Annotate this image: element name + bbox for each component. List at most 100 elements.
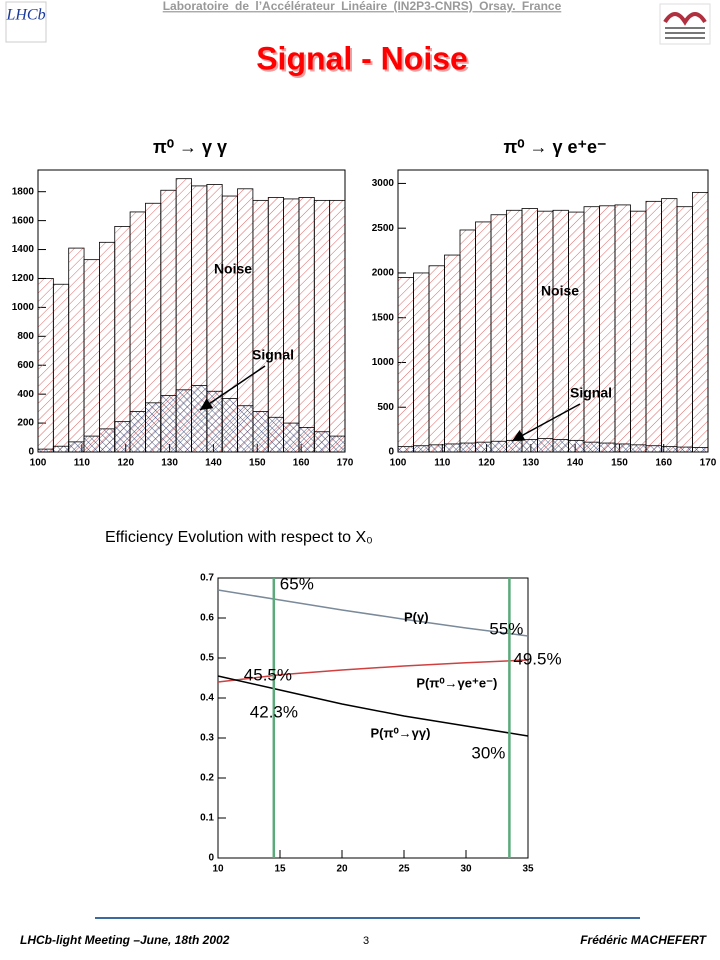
chart-title: Efficiency Evolution with respect to X₀ <box>105 529 373 546</box>
x-tick-label: 150 <box>611 458 628 469</box>
histogram-bar <box>552 209 569 453</box>
x-tick-label: 35 <box>522 864 534 875</box>
histogram-bar <box>599 442 616 453</box>
histogram-bar <box>645 445 662 453</box>
histogram-bar <box>537 210 554 453</box>
histogram-bar <box>583 441 600 453</box>
histogram-bar <box>175 389 192 453</box>
x-tick-label: 160 <box>655 458 672 469</box>
histogram-bar <box>99 241 116 453</box>
histogram-bar <box>630 210 647 453</box>
value-label: 55% <box>489 619 523 638</box>
histogram-bar <box>506 209 523 453</box>
x-tick-label: 160 <box>293 458 310 469</box>
y-tick-label: 0.3 <box>200 733 214 744</box>
histogram-bar <box>283 422 300 453</box>
histogram-bar <box>83 435 100 453</box>
y-tick-label: 600 <box>17 360 34 371</box>
x-tick-label: 130 <box>161 458 178 469</box>
histogram-bar <box>313 431 331 453</box>
y-tick-label: 800 <box>17 331 34 342</box>
value-label: 30% <box>471 743 505 762</box>
histogram-bar <box>68 441 85 453</box>
y-tick-label: 0.1 <box>200 813 214 824</box>
histogram-bar <box>145 402 162 453</box>
histogram-bar <box>444 254 461 453</box>
histogram-bar <box>630 444 647 453</box>
histogram-bar <box>459 229 476 453</box>
histogram-bar <box>313 199 331 453</box>
x-tick-label: 15 <box>274 864 286 875</box>
y-tick-label: 3000 <box>372 178 395 189</box>
x-tick-label: 30 <box>460 864 472 875</box>
y-tick-label: 0 <box>208 853 214 864</box>
lhcb-logo: LHCb <box>5 1 47 43</box>
histogram-bar <box>52 445 70 453</box>
y-tick-label: 2500 <box>372 223 395 234</box>
series-line <box>217 659 529 683</box>
lab-name: Laboratoire de l’Accélérateur Linéaire (… <box>163 0 562 13</box>
y-tick-label: 1000 <box>372 357 395 368</box>
page-number: 3 <box>363 935 369 947</box>
histogram-bar <box>568 439 585 453</box>
y-tick-label: 1200 <box>12 273 35 284</box>
histogram-bar <box>37 278 54 453</box>
histogram-bar <box>329 435 346 453</box>
histogram-bar <box>283 198 300 453</box>
series-line <box>217 675 529 737</box>
histogram-bar <box>475 441 492 453</box>
histogram-bar <box>568 211 585 453</box>
histogram-bar <box>252 411 269 453</box>
x-tick-label: 10 <box>212 864 224 875</box>
lal-logo <box>659 3 711 45</box>
y-tick-label: 500 <box>377 402 394 413</box>
histogram-bar <box>583 206 600 453</box>
histogram-bar <box>676 446 693 453</box>
plot-area <box>217 577 529 859</box>
histogram-bar <box>692 447 709 453</box>
y-tick-label: 0.6 <box>200 613 214 624</box>
x-tick-label: 170 <box>337 458 354 469</box>
x-tick-label: 120 <box>478 458 495 469</box>
histogram-bar <box>397 446 414 453</box>
histogram-bar <box>645 200 662 453</box>
histogram-bar <box>99 428 116 453</box>
x-tick-label: 120 <box>117 458 134 469</box>
series-label: Noise <box>214 261 252 277</box>
x-tick-label: 140 <box>567 458 584 469</box>
histogram-bar <box>692 191 709 453</box>
title-shadow: Signal - Noise <box>258 42 470 78</box>
histogram-bar <box>413 445 430 453</box>
series-label: Signal <box>252 347 294 363</box>
histogram-bar <box>83 259 100 453</box>
histogram-bar <box>552 439 569 453</box>
histogram-bar <box>129 411 146 453</box>
series-label: P(γ) <box>404 609 429 624</box>
histogram-bar <box>428 444 445 453</box>
histogram-bar <box>397 277 414 453</box>
arrow-head <box>512 429 526 441</box>
y-tick-label: 0.4 <box>200 693 214 704</box>
histogram-bar <box>68 247 85 453</box>
footer-meeting: LHCb-light Meeting –June, 18th 2002 <box>20 933 230 947</box>
value-label: 49.5% <box>513 649 561 668</box>
series-label: P(π⁰→γγ) <box>371 725 431 740</box>
y-tick-label: 200 <box>17 418 34 429</box>
y-tick-label: 1400 <box>12 244 35 255</box>
histogram-bar <box>490 214 507 453</box>
x-tick-label: 110 <box>74 458 91 469</box>
x-tick-label: 100 <box>390 458 407 469</box>
y-tick-label: 0 <box>28 447 34 458</box>
histogram-bar <box>52 283 70 453</box>
logo-text: LHCb <box>5 7 45 24</box>
histogram-bar <box>521 439 538 453</box>
y-tick-label: 0.7 <box>200 573 214 584</box>
x-tick-label: 100 <box>30 458 47 469</box>
histogram-bar <box>114 225 131 453</box>
histogram-bar <box>490 440 507 453</box>
y-tick-label: 2000 <box>372 268 395 279</box>
chart-title: π⁰ → γ γ <box>153 137 227 157</box>
x-tick-label: 130 <box>523 458 540 469</box>
y-tick-label: 1000 <box>12 302 35 313</box>
histogram-bar <box>459 442 476 453</box>
